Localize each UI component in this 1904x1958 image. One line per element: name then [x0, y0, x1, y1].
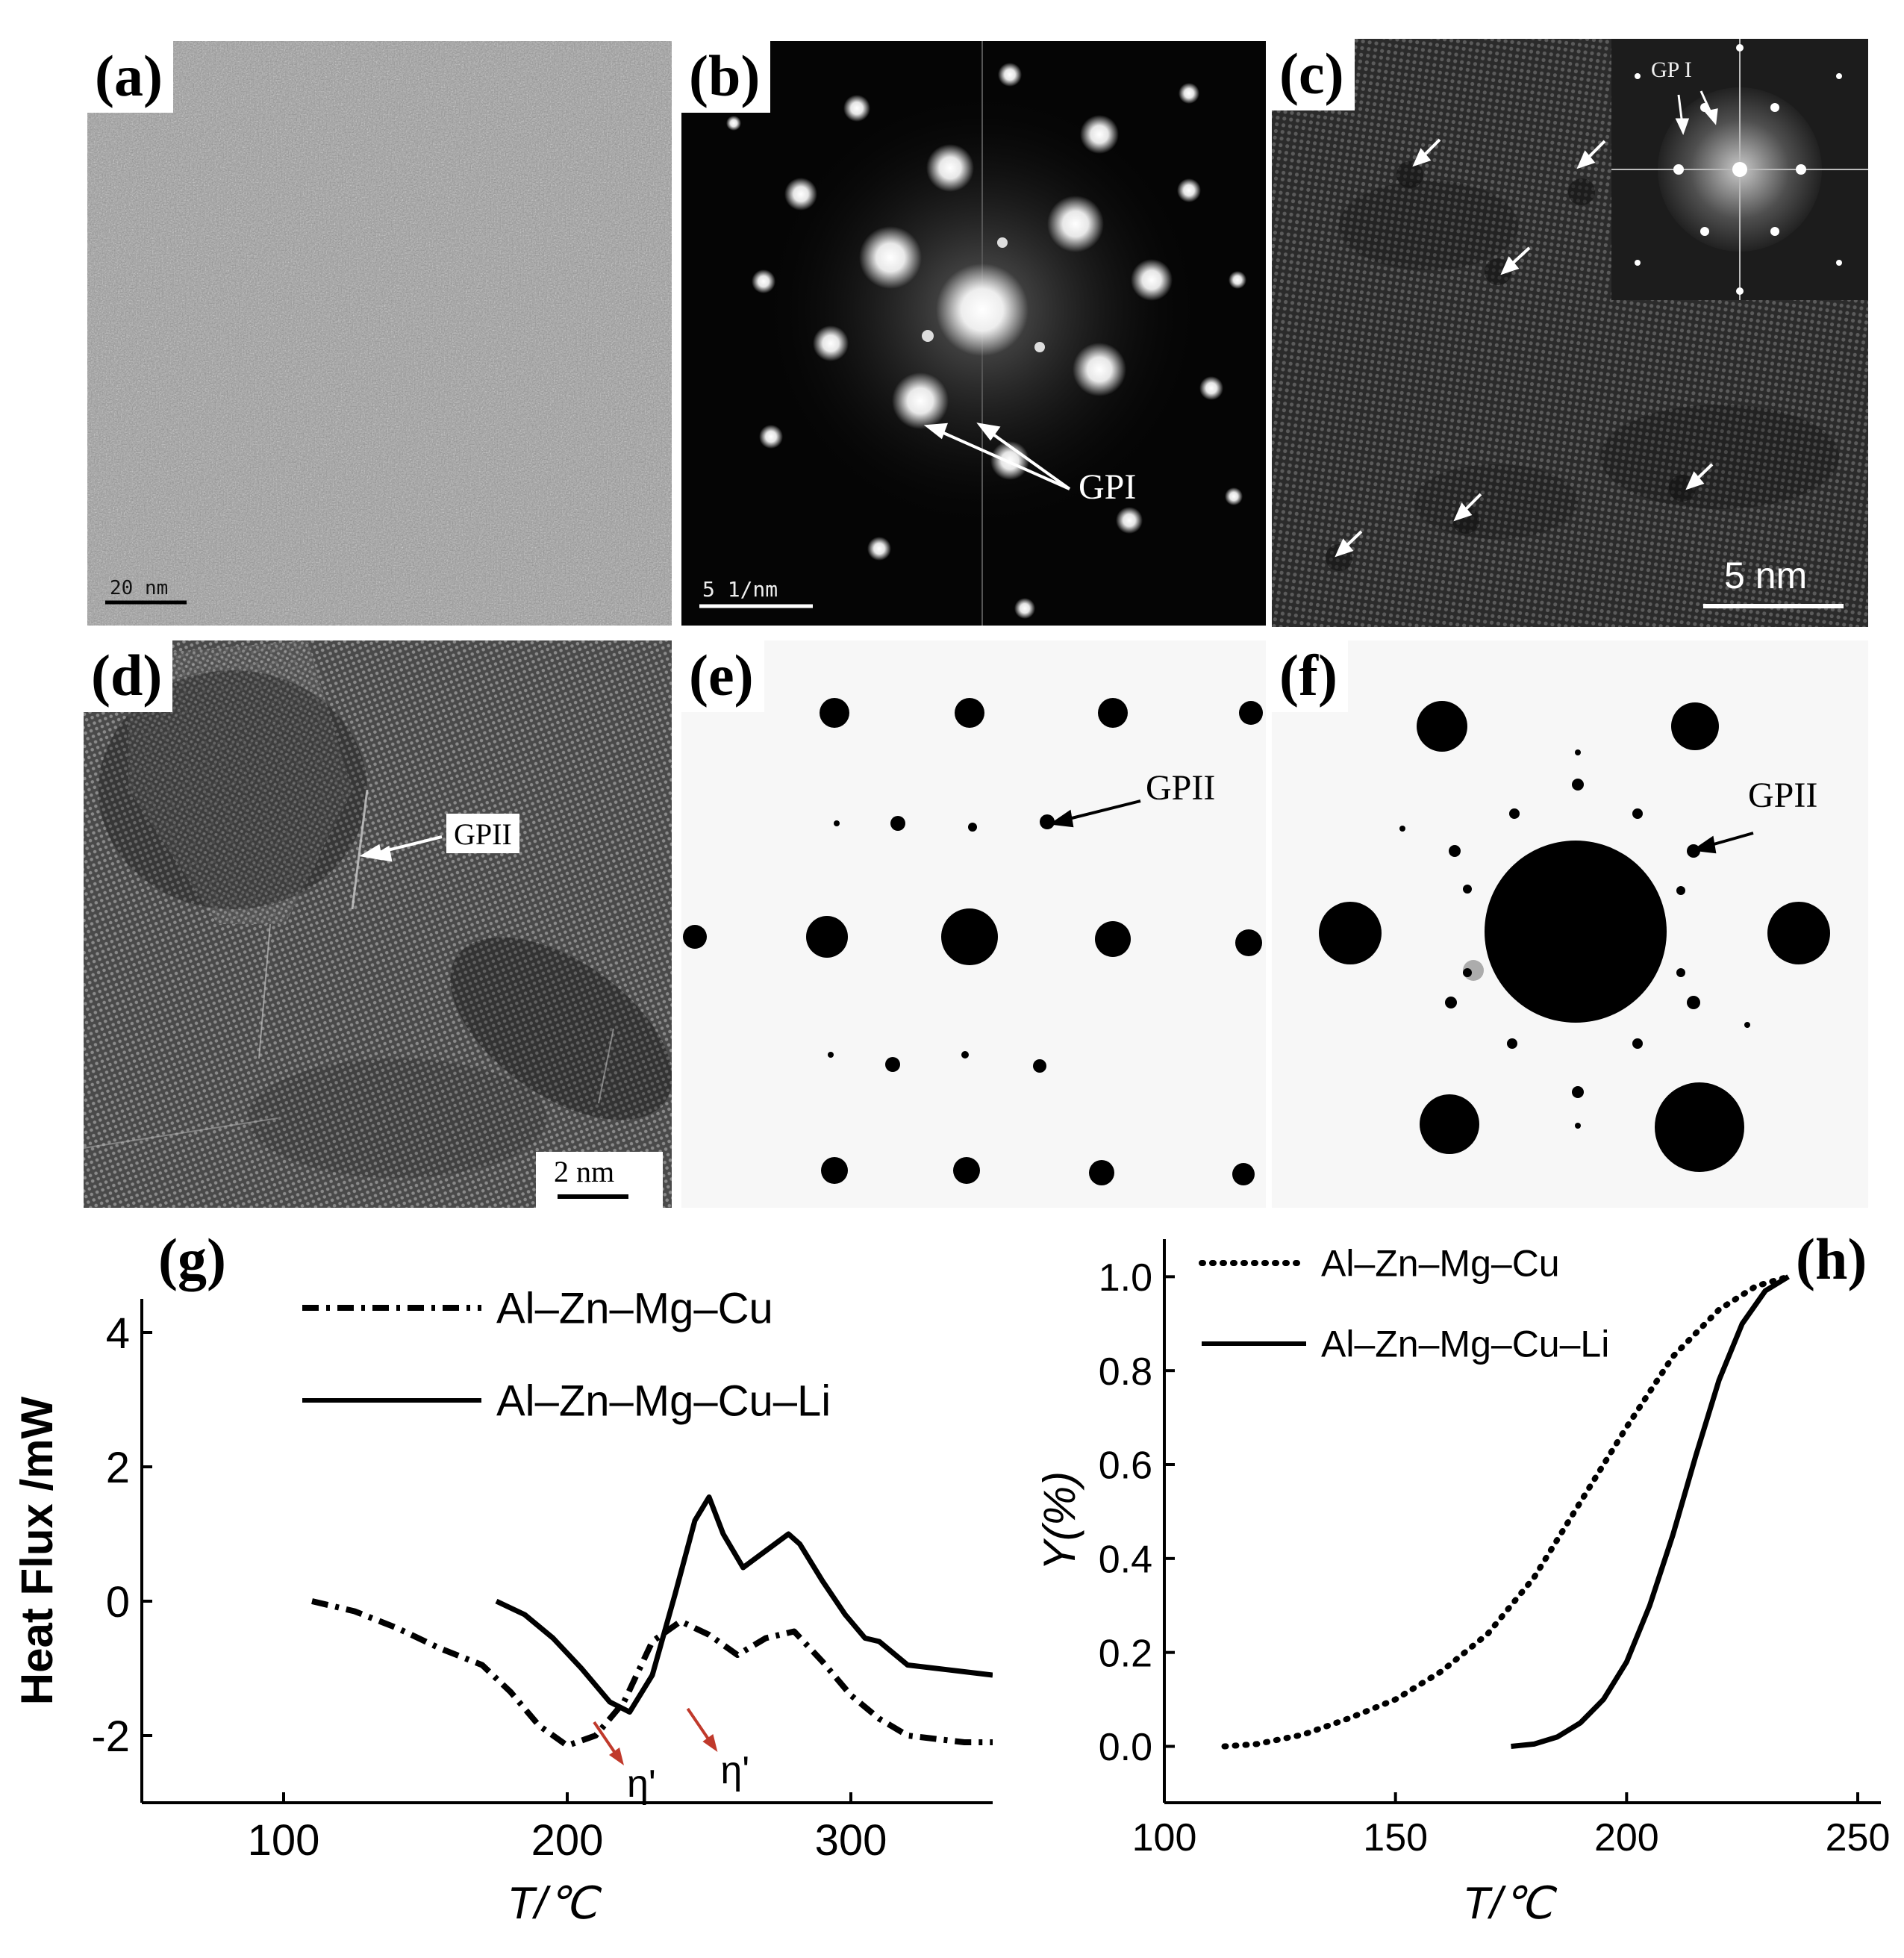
- annotation-label-0: η': [627, 1762, 656, 1806]
- scale-bar-label: 5 1/nm: [702, 577, 778, 602]
- y-tick-label: 0: [106, 1578, 130, 1627]
- annotation-arrowhead-0: [609, 1747, 624, 1765]
- panel-b-diffraction-pattern: GPI 5 1/nm (b): [681, 41, 1266, 626]
- x-tick-label: 100: [248, 1816, 320, 1865]
- panel-c-hrtem-image: GP I 5 nm (c): [1272, 39, 1868, 627]
- panel-label-d: (d): [84, 640, 173, 712]
- y-tick-label: 2: [106, 1444, 130, 1492]
- annotation-gpii: GPII: [1748, 776, 1818, 815]
- panel-label-f: (f): [1272, 640, 1348, 712]
- y-axis-label: Heat Flux /mW: [12, 1396, 62, 1705]
- x-axis-label: T/℃: [1463, 1878, 1558, 1928]
- panel-label-a: (a): [87, 41, 173, 113]
- diffraction-f: [1319, 701, 1830, 1172]
- annotation-gpii: GPII: [454, 817, 512, 851]
- hrtem-image-c: [1272, 39, 1868, 627]
- legend-label-0: Al–Zn–Mg–Cu: [496, 1284, 773, 1332]
- series-line-0: [1221, 1273, 1792, 1750]
- legend-label-0: Al–Zn–Mg–Cu: [1321, 1243, 1560, 1285]
- y-tick-label: 0.6: [1099, 1444, 1152, 1488]
- panel-label-c: (c): [1272, 39, 1355, 110]
- y-tick-label: -2: [91, 1712, 130, 1761]
- tem-image-a: [87, 41, 672, 626]
- x-tick-label: 150: [1363, 1816, 1428, 1859]
- y-tick-label: 0.8: [1099, 1350, 1152, 1394]
- y-tick-label: 0.0: [1099, 1726, 1152, 1769]
- series-line-1: [495, 1494, 993, 1715]
- panel-label-b: (b): [681, 41, 771, 113]
- annotation-arrowhead-1: [702, 1734, 718, 1752]
- chart-h-transformed-fraction: 100 150 200 250 0.0 0.2 0.4 0.6 0.8 1.0 T/℃ Y(%) Al–…: [1034, 1239, 1891, 1928]
- scale-bar-label: 2 nm: [554, 1155, 615, 1188]
- panel-label-g: (g): [158, 1226, 226, 1291]
- scale-bar-label: 5 nm: [1724, 555, 1808, 596]
- diffraction-b: [681, 41, 1266, 626]
- scale-bar-label: 20 nm: [110, 577, 169, 599]
- fft-inset: [1611, 39, 1868, 300]
- panel-label-h: (h): [1796, 1226, 1867, 1291]
- x-tick-label: 250: [1826, 1816, 1891, 1859]
- panel-f-diffraction-pattern: GPII (f): [1272, 640, 1868, 1208]
- x-tick-label: 200: [1594, 1816, 1659, 1859]
- annotation-gpii: GPII: [1146, 768, 1216, 808]
- panel-d-hrtem-image: GPII 2 nm (d): [84, 640, 672, 1208]
- y-tick-label: 1.0: [1099, 1256, 1152, 1300]
- series-line-0: [311, 1598, 993, 1749]
- y-axis-label: Y(%): [1034, 1471, 1084, 1571]
- hrtem-image-d: [84, 640, 672, 1208]
- y-tick-label: 4: [106, 1309, 130, 1358]
- annotation-label-1: η': [720, 1749, 749, 1792]
- panel-label-e: (e): [681, 640, 764, 712]
- diffraction-e: [683, 698, 1263, 1185]
- x-tick-label: 100: [1132, 1816, 1197, 1859]
- chart-g-heat-flux: 100 200 300 -2 0 2 4 T/℃ Heat Flux /mW Al–Zn–Mg–C…: [12, 1284, 993, 1928]
- panel-e-diffraction-pattern: GPII (e): [681, 640, 1266, 1208]
- x-tick-label: 200: [531, 1816, 604, 1865]
- legend-label-1: Al–Zn–Mg–Cu–Li: [496, 1376, 831, 1425]
- inset-annotation-gpi: GP I: [1651, 57, 1692, 82]
- panel-a-tem-image: 20 nm (a): [87, 41, 672, 626]
- annotation-gpi: GPI: [1079, 467, 1137, 507]
- y-tick-label: 0.2: [1099, 1632, 1152, 1675]
- series-line-1: [1511, 1274, 1790, 1749]
- y-tick-label: 0.4: [1099, 1538, 1152, 1582]
- legend-label-1: Al–Zn–Mg–Cu–Li: [1321, 1323, 1609, 1365]
- x-tick-label: 300: [815, 1816, 887, 1865]
- x-axis-label: T/℃: [508, 1878, 602, 1928]
